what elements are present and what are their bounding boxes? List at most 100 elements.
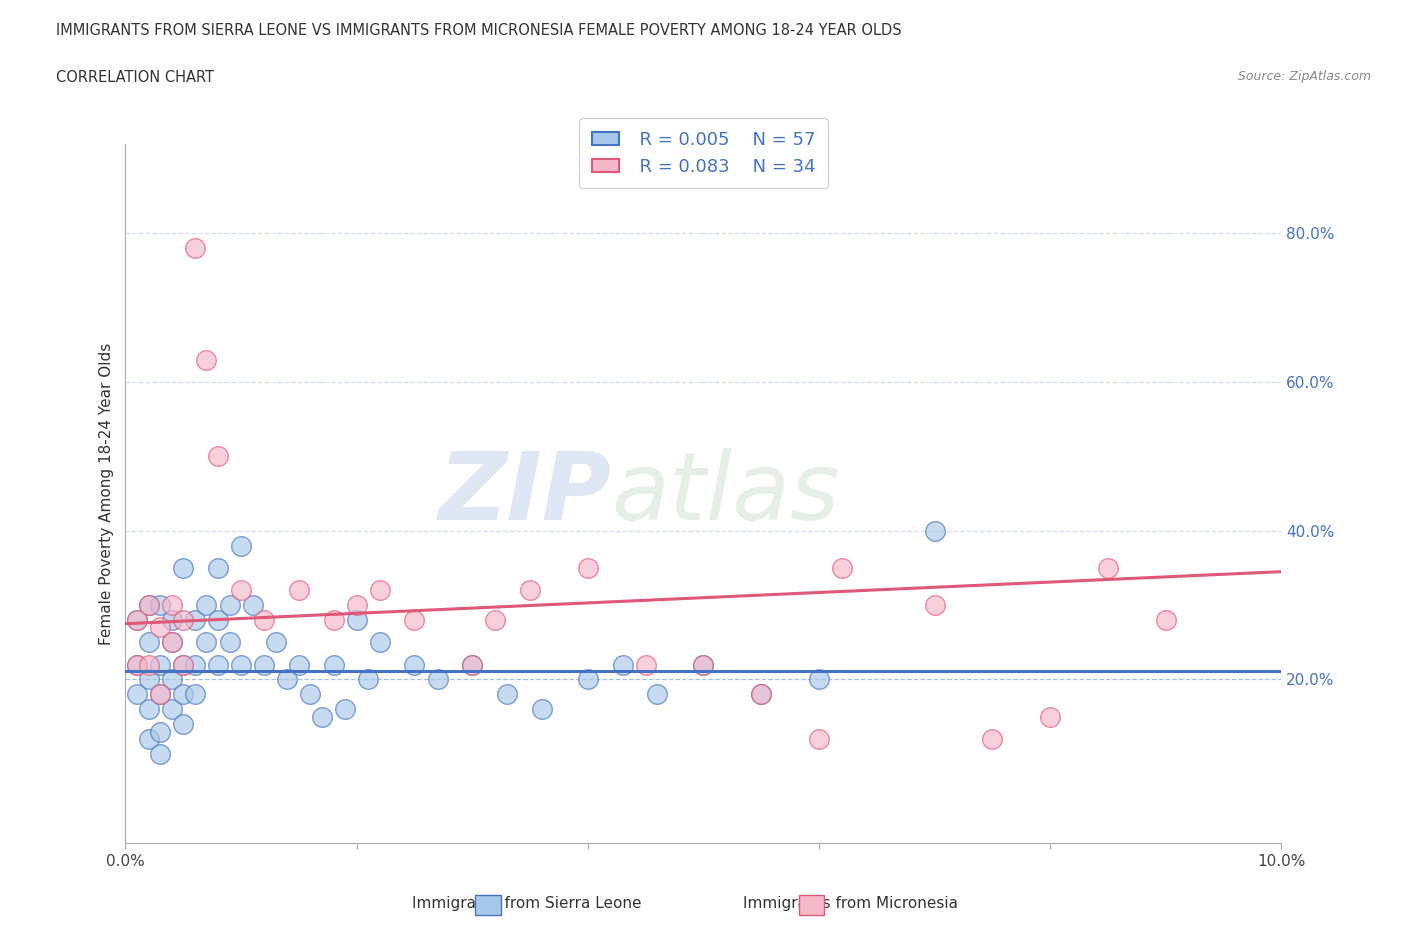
Point — [645, 687, 668, 702]
Point — [138, 658, 160, 672]
Point — [138, 732, 160, 747]
Point — [484, 613, 506, 628]
Point — [404, 658, 426, 672]
Text: Immigrants from Micronesia: Immigrants from Micronesia — [744, 897, 957, 911]
Point — [519, 583, 541, 598]
Point — [160, 635, 183, 650]
Point — [530, 702, 553, 717]
Text: Immigrants from Sierra Leone: Immigrants from Sierra Leone — [412, 897, 643, 911]
Point — [264, 635, 287, 650]
Point — [138, 702, 160, 717]
Point — [229, 583, 252, 598]
Point — [924, 598, 946, 613]
Point — [149, 598, 172, 613]
Text: IMMIGRANTS FROM SIERRA LEONE VS IMMIGRANTS FROM MICRONESIA FEMALE POVERTY AMONG : IMMIGRANTS FROM SIERRA LEONE VS IMMIGRAN… — [56, 23, 901, 38]
Point — [160, 613, 183, 628]
Point — [125, 658, 148, 672]
Point — [229, 658, 252, 672]
Point — [149, 687, 172, 702]
Point — [207, 561, 229, 576]
Point — [288, 658, 311, 672]
Legend:   R = 0.005    N = 57,   R = 0.083    N = 34: R = 0.005 N = 57, R = 0.083 N = 34 — [579, 118, 828, 189]
Point — [125, 658, 148, 672]
Point — [207, 658, 229, 672]
Point — [333, 702, 356, 717]
Point — [195, 635, 218, 650]
Point — [322, 613, 344, 628]
Point — [160, 702, 183, 717]
Y-axis label: Female Poverty Among 18-24 Year Olds: Female Poverty Among 18-24 Year Olds — [100, 342, 114, 644]
Text: Source: ZipAtlas.com: Source: ZipAtlas.com — [1237, 70, 1371, 83]
Point — [149, 620, 172, 635]
Point — [138, 672, 160, 687]
Point — [1154, 613, 1177, 628]
Point — [692, 658, 714, 672]
Point — [138, 598, 160, 613]
Point — [125, 613, 148, 628]
Point — [184, 658, 207, 672]
Point — [981, 732, 1004, 747]
Point — [253, 658, 276, 672]
Point — [160, 672, 183, 687]
Point — [138, 598, 160, 613]
Point — [346, 613, 368, 628]
Point — [149, 658, 172, 672]
Point — [634, 658, 657, 672]
Point — [612, 658, 634, 672]
Point — [184, 687, 207, 702]
Point — [195, 598, 218, 613]
Point — [576, 672, 599, 687]
Point — [172, 687, 194, 702]
Point — [368, 583, 391, 598]
Point — [831, 561, 853, 576]
Point — [368, 635, 391, 650]
Point — [149, 687, 172, 702]
Point — [357, 672, 380, 687]
Point — [496, 687, 519, 702]
Point — [138, 635, 160, 650]
Point — [207, 449, 229, 464]
Point — [299, 687, 322, 702]
Text: atlas: atlas — [612, 448, 839, 539]
Point — [1039, 710, 1062, 724]
Text: CORRELATION CHART: CORRELATION CHART — [56, 70, 214, 85]
Point — [218, 635, 240, 650]
Point — [808, 672, 831, 687]
Point — [1097, 561, 1119, 576]
Point — [207, 613, 229, 628]
Point — [184, 241, 207, 256]
Point — [404, 613, 426, 628]
Point — [253, 613, 276, 628]
Point — [218, 598, 240, 613]
Text: ZIP: ZIP — [439, 447, 612, 539]
Point — [924, 524, 946, 538]
Point — [576, 561, 599, 576]
Point — [184, 613, 207, 628]
Point — [172, 613, 194, 628]
Point — [276, 672, 298, 687]
Point — [172, 561, 194, 576]
Point — [288, 583, 311, 598]
Point — [749, 687, 772, 702]
Point — [125, 613, 148, 628]
Point — [160, 598, 183, 613]
Point — [195, 352, 218, 367]
Point — [461, 658, 484, 672]
Point — [461, 658, 484, 672]
Point — [311, 710, 333, 724]
Point — [242, 598, 264, 613]
Point — [149, 747, 172, 762]
Point — [322, 658, 344, 672]
Point — [749, 687, 772, 702]
Point — [172, 658, 194, 672]
Point — [172, 658, 194, 672]
Point — [692, 658, 714, 672]
Point — [426, 672, 449, 687]
Point — [160, 635, 183, 650]
Point — [346, 598, 368, 613]
Point — [172, 717, 194, 732]
Point — [149, 724, 172, 739]
Point — [125, 687, 148, 702]
Point — [229, 538, 252, 553]
Point — [808, 732, 831, 747]
